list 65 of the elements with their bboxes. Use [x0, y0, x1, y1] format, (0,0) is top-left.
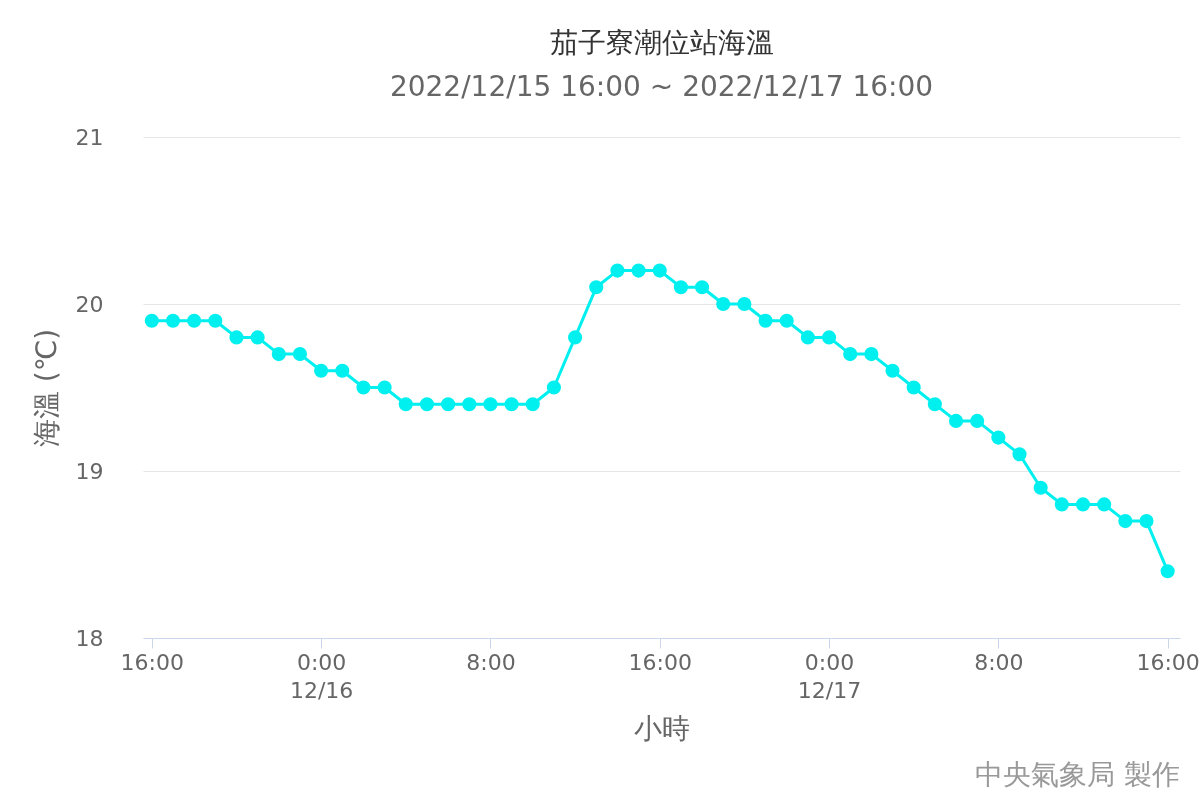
point: [906, 380, 921, 395]
point: [568, 330, 583, 345]
point: [589, 280, 604, 295]
point: [1160, 564, 1175, 579]
point: [1054, 497, 1069, 512]
point: [546, 380, 561, 395]
point: [419, 397, 435, 412]
y-tick-label: 20: [75, 291, 104, 317]
point: [631, 263, 646, 278]
point: [927, 397, 942, 412]
x-axis-title: 小時: [634, 711, 690, 745]
point: [271, 347, 286, 362]
x-tick-label: 16:00: [1136, 649, 1200, 675]
point: [165, 313, 181, 328]
chart-title: 茄子寮潮位站海溫: [549, 26, 774, 59]
point: [441, 397, 456, 412]
point: [292, 347, 308, 362]
point: [885, 363, 900, 378]
point: [377, 380, 392, 395]
point: [1075, 497, 1091, 512]
point: [737, 296, 752, 312]
point: [864, 347, 879, 362]
chart-subtitle: 2022/12/15 16:00 ~ 2022/12/17 16:00: [389, 70, 934, 103]
y-tick-label: 21: [75, 124, 104, 150]
point: [1097, 497, 1112, 512]
point: [1012, 447, 1027, 462]
point: [948, 413, 964, 428]
x-tick-label: 16:00: [120, 649, 185, 675]
point: [356, 380, 371, 395]
point: [462, 397, 477, 412]
point: [716, 296, 731, 312]
point: [208, 313, 223, 328]
point: [652, 263, 667, 278]
point: [673, 280, 688, 295]
point: [250, 330, 265, 345]
point: [610, 263, 625, 278]
point: [144, 313, 159, 328]
y-tick-label: 18: [75, 625, 104, 651]
point: [694, 280, 710, 295]
point: [525, 397, 540, 412]
point: [314, 363, 329, 378]
point: [800, 330, 815, 345]
x-tick-label: 8:00: [466, 649, 516, 675]
point: [779, 313, 794, 328]
point: [821, 330, 837, 345]
point: [504, 397, 519, 412]
x-tick-label: 0:00 12/16: [289, 649, 354, 703]
point: [1118, 514, 1133, 529]
point: [483, 397, 498, 412]
point: [187, 313, 202, 328]
x-tick-label: 16:00: [628, 649, 692, 675]
point: [758, 313, 773, 328]
y-axis-title: 海溫 (℃): [29, 328, 63, 448]
point: [229, 330, 244, 345]
point: [1139, 514, 1154, 529]
point: [970, 413, 985, 428]
x-tick-label: 8:00: [974, 649, 1024, 675]
point: [991, 430, 1006, 445]
x-tick-label: 0:00 12/17: [797, 649, 862, 703]
point: [398, 397, 413, 412]
text: 中央氣象局 製作: [975, 757, 1180, 793]
y-tick-label: 19: [75, 458, 104, 484]
point: [1033, 480, 1048, 495]
point: [335, 363, 350, 378]
point: [843, 347, 858, 362]
